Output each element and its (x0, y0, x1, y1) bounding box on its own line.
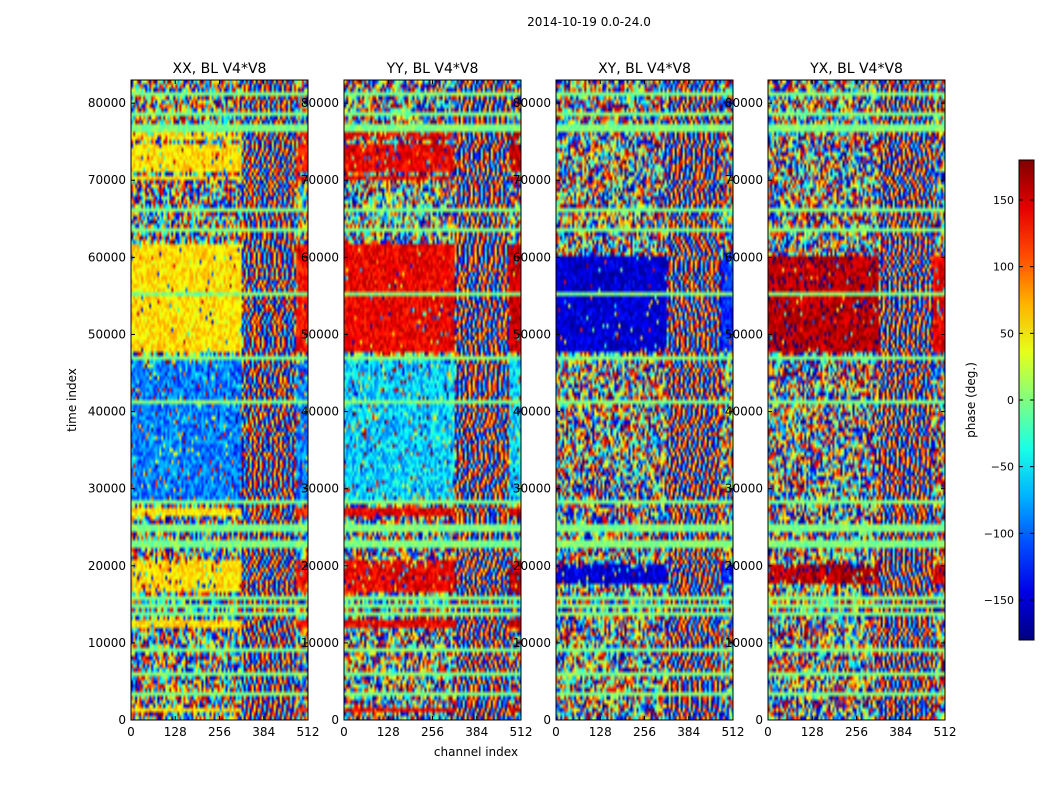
x-tick-label: 256 (633, 725, 656, 739)
y-tick-label: 80000 (513, 96, 551, 110)
y-tick-label: 0 (543, 713, 551, 727)
y-tick-label: 10000 (301, 636, 339, 650)
x-tick-label: 0 (764, 725, 772, 739)
colorbar-tick-label: −50 (991, 461, 1014, 474)
colorbar-tick-label: −150 (984, 594, 1014, 607)
x-tick-label: 384 (677, 725, 700, 739)
y-tick-label: 0 (118, 713, 126, 727)
x-tick-label: 128 (164, 725, 187, 739)
x-tick-label: 256 (421, 725, 444, 739)
y-tick-label: 50000 (513, 327, 551, 341)
y-tick-label: 20000 (725, 559, 763, 573)
panel-title: XX, BL V4*V8 (173, 61, 267, 77)
y-tick-label: 20000 (301, 559, 339, 573)
y-tick-label: 10000 (513, 636, 551, 650)
y-tick-label: 80000 (725, 96, 763, 110)
panel-yy: YY, BL V4*V8 0 128 256 384 512 0 10000 20000 3000… (301, 61, 533, 739)
x-tick-label: 384 (889, 725, 912, 739)
panel-xy: XY, BL V4*V8 0 128 256 384 512 0 10000 20000 3000… (513, 61, 745, 739)
x-tick-label: 0 (127, 725, 135, 739)
x-tick-label: 512 (934, 725, 957, 739)
y-tick-label: 70000 (88, 173, 126, 187)
y-tick-label: 20000 (513, 559, 551, 573)
x-tick-label: 512 (297, 725, 320, 739)
y-tick-label: 80000 (88, 96, 126, 110)
y-tick-label: 10000 (725, 636, 763, 650)
y-tick-label: 20000 (88, 559, 126, 573)
heatmap-image (131, 80, 308, 720)
figure-suptitle: 2014-10-19 0.0-24.0 (527, 15, 651, 29)
x-tick-label: 384 (465, 725, 488, 739)
y-tick-label: 70000 (513, 173, 551, 187)
x-tick-label: 128 (589, 725, 612, 739)
panel-title: YX, BL V4*V8 (809, 61, 903, 77)
y-tick-label: 30000 (301, 482, 339, 496)
x-tick-label: 128 (801, 725, 824, 739)
y-tick-label: 30000 (725, 482, 763, 496)
x-tick-label: 384 (252, 725, 275, 739)
y-tick-label: 70000 (725, 173, 763, 187)
x-tick-label: 0 (552, 725, 560, 739)
colorbar-tick-label: 100 (993, 261, 1014, 274)
y-tick-label: 80000 (301, 96, 339, 110)
y-tick-label: 50000 (88, 327, 126, 341)
x-tick-label: 128 (377, 725, 400, 739)
y-tick-label: 40000 (513, 405, 551, 419)
y-tick-label: 40000 (725, 405, 763, 419)
heatmap-image (556, 80, 733, 720)
y-tick-label: 30000 (88, 482, 126, 496)
panel-yx: YX, BL V4*V8 0 128 256 384 512 0 10000 20000 3000… (725, 61, 957, 739)
x-tick-label: 0 (340, 725, 348, 739)
y-tick-label: 70000 (301, 173, 339, 187)
panel-title: YY, BL V4*V8 (386, 61, 479, 77)
colorbar-tick-label: 50 (1000, 327, 1014, 340)
x-tick-label: 256 (208, 725, 231, 739)
y-tick-label: 60000 (513, 250, 551, 264)
y-tick-label: 0 (755, 713, 763, 727)
colorbar-label: phase (deg.) (964, 362, 978, 438)
y-tick-label: 60000 (725, 250, 763, 264)
x-tick-label: 256 (845, 725, 868, 739)
heatmap-panels: XX, BL V4*V8 0 128 256 384 512 0 10000 20000 3000… (88, 61, 957, 739)
colorbar-tick-label: −100 (984, 527, 1014, 540)
y-tick-label: 0 (331, 713, 339, 727)
x-axis-label: channel index (434, 745, 518, 759)
x-tick-label: 512 (510, 725, 533, 739)
y-tick-label: 10000 (88, 636, 126, 650)
panel-title: XY, BL V4*V8 (598, 61, 691, 77)
colorbar-tick-label: 0 (1007, 394, 1014, 407)
y-tick-label: 50000 (301, 327, 339, 341)
y-tick-label: 50000 (725, 327, 763, 341)
y-tick-label: 40000 (301, 405, 339, 419)
y-tick-label: 40000 (88, 405, 126, 419)
y-tick-label: 30000 (513, 482, 551, 496)
y-tick-label: 60000 (301, 250, 339, 264)
y-tick-label: 60000 (88, 250, 126, 264)
colorbar-tick-label: 150 (993, 194, 1014, 207)
heatmap-image (768, 80, 945, 720)
heatmap-image (344, 80, 521, 720)
x-tick-label: 512 (722, 725, 745, 739)
panel-xx: XX, BL V4*V8 0 128 256 384 512 0 10000 20000 3000… (88, 61, 320, 739)
y-axis-label: time index (65, 368, 79, 432)
colorbar: 150 100 50 0 −50 −100 −150 (984, 159, 1035, 641)
